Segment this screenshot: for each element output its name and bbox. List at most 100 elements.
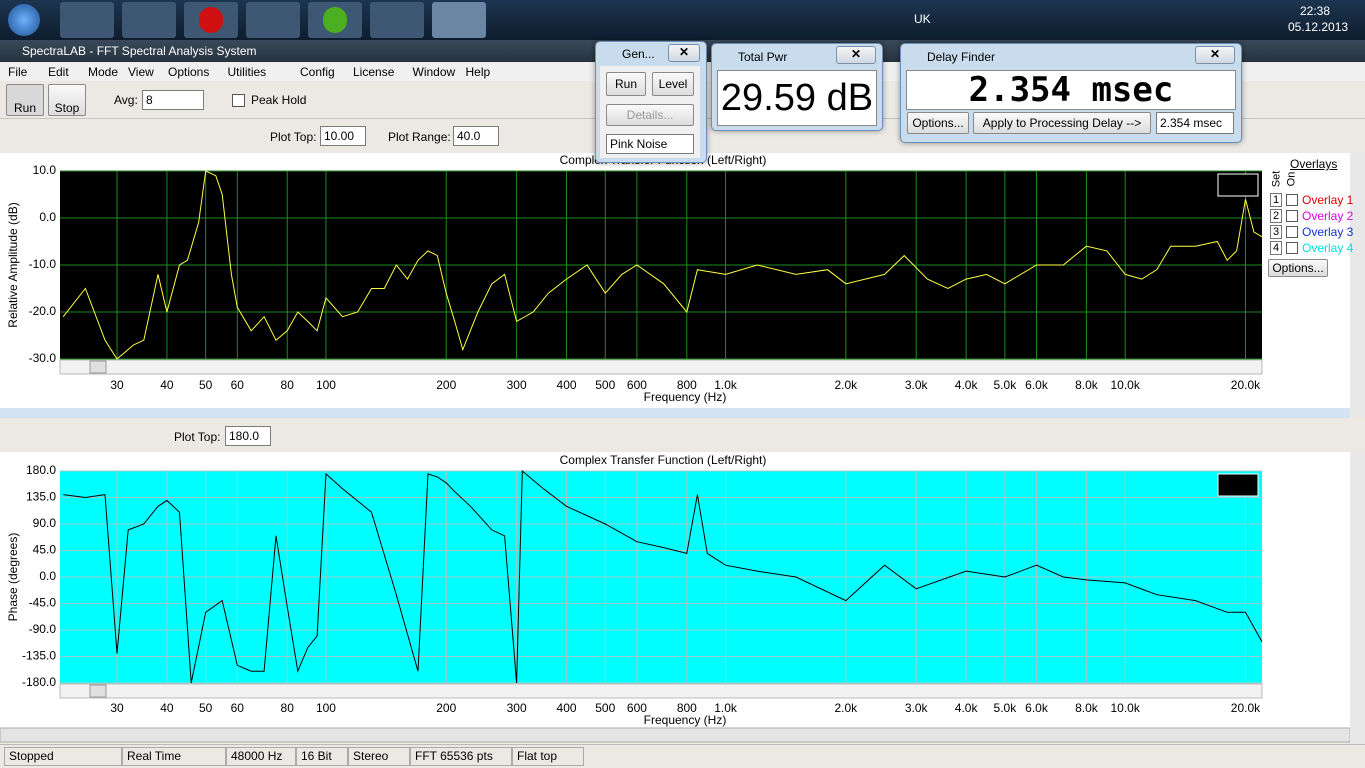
delay-result: 2.354 msec — [1156, 112, 1234, 134]
set-header: Set — [1270, 170, 1283, 188]
plot-top-label: Plot Top: — [270, 130, 317, 144]
x-tick-label: 20.0k — [1231, 378, 1261, 392]
plot-icon — [1217, 173, 1259, 197]
app-icon[interactable] — [184, 2, 238, 38]
app-icon-active[interactable] — [432, 2, 486, 38]
x-tick-label: 8.0k — [1075, 701, 1099, 715]
menu-item[interactable]: Edit — [48, 65, 69, 79]
y-tick-label: -135.0 — [22, 649, 56, 663]
app-icon[interactable] — [308, 2, 362, 38]
y-tick-label: 0.0 — [39, 569, 56, 583]
status-field: Flat top — [512, 747, 584, 766]
x-tick-label: 800 — [677, 701, 697, 715]
x-tick-label: 2.0k — [835, 378, 859, 392]
y-tick-label: -10.0 — [29, 257, 57, 271]
y-tick-label: -180.0 — [22, 675, 56, 689]
app-icon[interactable] — [246, 2, 300, 38]
apply-delay-button[interactable]: Apply to Processing Delay --> — [973, 112, 1151, 134]
language[interactable]: UK — [914, 12, 931, 26]
menu-item[interactable]: File — [8, 65, 28, 79]
clock[interactable]: 22:38 — [1300, 4, 1331, 18]
menu-item[interactable]: Options — [168, 65, 210, 79]
status-field: 48000 Hz — [226, 747, 296, 766]
on-header: On — [1285, 171, 1298, 187]
window-title: SpectraLAB - FFT Spectral Analysis Syste… — [22, 44, 257, 58]
y-tick-label: 135.0 — [26, 490, 56, 504]
trace — [62, 170, 1263, 360]
menu-item[interactable]: View — [128, 65, 154, 79]
scroll-thumb — [89, 360, 107, 374]
overlay-label: Overlay 2 — [1302, 209, 1354, 223]
avg-select[interactable]: 8 — [142, 90, 204, 110]
y-tick-label: 180.0 — [26, 463, 56, 477]
trace — [63, 469, 1263, 684]
x-tick-label: 8.0k — [1075, 378, 1099, 392]
y-tick-label: 45.0 — [33, 543, 57, 557]
x-tick-label: 400 — [557, 701, 577, 715]
x-tick-label: 3.0k — [905, 378, 929, 392]
x-tick-label: 400 — [557, 378, 577, 392]
delay-finder-dialog: Delay Finder ✕ 2.354 msec Options... App… — [900, 43, 1242, 143]
overlay-number[interactable]: 4 — [1270, 241, 1282, 255]
plot-range-label: Plot Range: — [388, 130, 451, 144]
close-button[interactable]: ✕ — [836, 46, 876, 64]
gen-level-button[interactable]: Level — [652, 72, 694, 96]
overlays-title: Overlays — [1290, 157, 1338, 171]
dialog-title: Delay Finder — [927, 50, 996, 64]
x-axis-label: Frequency (Hz) — [644, 713, 727, 727]
start-button[interactable] — [8, 4, 40, 36]
menu-item[interactable]: Window — [412, 65, 456, 79]
total-power-dialog: Total Pwr ✕ 29.59 dB — [711, 43, 883, 131]
overlay-checkbox[interactable] — [1286, 194, 1298, 206]
plot-top-input[interactable]: 180.0 — [225, 426, 271, 446]
x-tick-label: 80 — [281, 701, 295, 715]
overlay-options-button[interactable]: Options... — [1268, 259, 1328, 277]
close-button[interactable]: ✕ — [668, 44, 700, 62]
x-tick-label: 100 — [316, 701, 336, 715]
signal-select[interactable]: Pink Noise — [606, 134, 694, 154]
x-tick-label: 600 — [627, 701, 647, 715]
overlay-number[interactable]: 1 — [1270, 193, 1282, 207]
x-tick-label: 30 — [110, 701, 124, 715]
y-tick-label: -20.0 — [29, 304, 57, 318]
plot-icon — [1217, 473, 1259, 497]
x-tick-label: 5.0k — [994, 701, 1018, 715]
overlay-number[interactable]: 3 — [1270, 225, 1282, 239]
run-button[interactable]: Run — [6, 84, 44, 116]
app-icon[interactable] — [60, 2, 114, 38]
x-tick-label: 3.0k — [905, 701, 929, 715]
overlay-checkbox[interactable] — [1286, 226, 1298, 238]
app-icon[interactable] — [122, 2, 176, 38]
avg-label: Avg: — [114, 93, 138, 107]
menu-item[interactable]: Mode — [88, 65, 119, 79]
menu-item[interactable]: Help — [465, 65, 491, 79]
x-tick-label: 60 — [231, 701, 245, 715]
delay-options-button[interactable]: Options... — [907, 112, 969, 134]
overlay-number[interactable]: 2 — [1270, 209, 1282, 223]
plot-range-input[interactable]: 40.0 — [453, 126, 499, 146]
menu-item[interactable]: Config — [300, 65, 335, 79]
gen-run-button[interactable]: Run — [606, 72, 646, 96]
app-icon[interactable] — [370, 2, 424, 38]
overlay-checkbox[interactable] — [1286, 242, 1298, 254]
overlay-checkbox[interactable] — [1286, 210, 1298, 222]
x-tick-label: 30 — [110, 378, 124, 392]
gen-details-button[interactable]: Details... — [606, 104, 694, 126]
x-tick-label: 500 — [595, 378, 615, 392]
x-tick-label: 4.0k — [955, 701, 979, 715]
date[interactable]: 05.12.2013 — [1288, 20, 1349, 34]
x-tick-label: 10.0k — [1110, 701, 1140, 715]
y-tick-label: -90.0 — [29, 622, 57, 636]
menu-item[interactable]: Utilities — [227, 65, 267, 79]
close-button[interactable]: ✕ — [1195, 46, 1235, 64]
plot-top-label: Plot Top: — [174, 430, 221, 444]
stop-button[interactable]: Stop — [48, 84, 86, 116]
x-tick-label: 60 — [231, 378, 245, 392]
menu-item[interactable]: License — [353, 65, 395, 79]
peak-hold-checkbox[interactable] — [232, 94, 245, 107]
plot-top-input[interactable]: 10.00 — [320, 126, 366, 146]
scroll-thumb — [89, 684, 107, 698]
